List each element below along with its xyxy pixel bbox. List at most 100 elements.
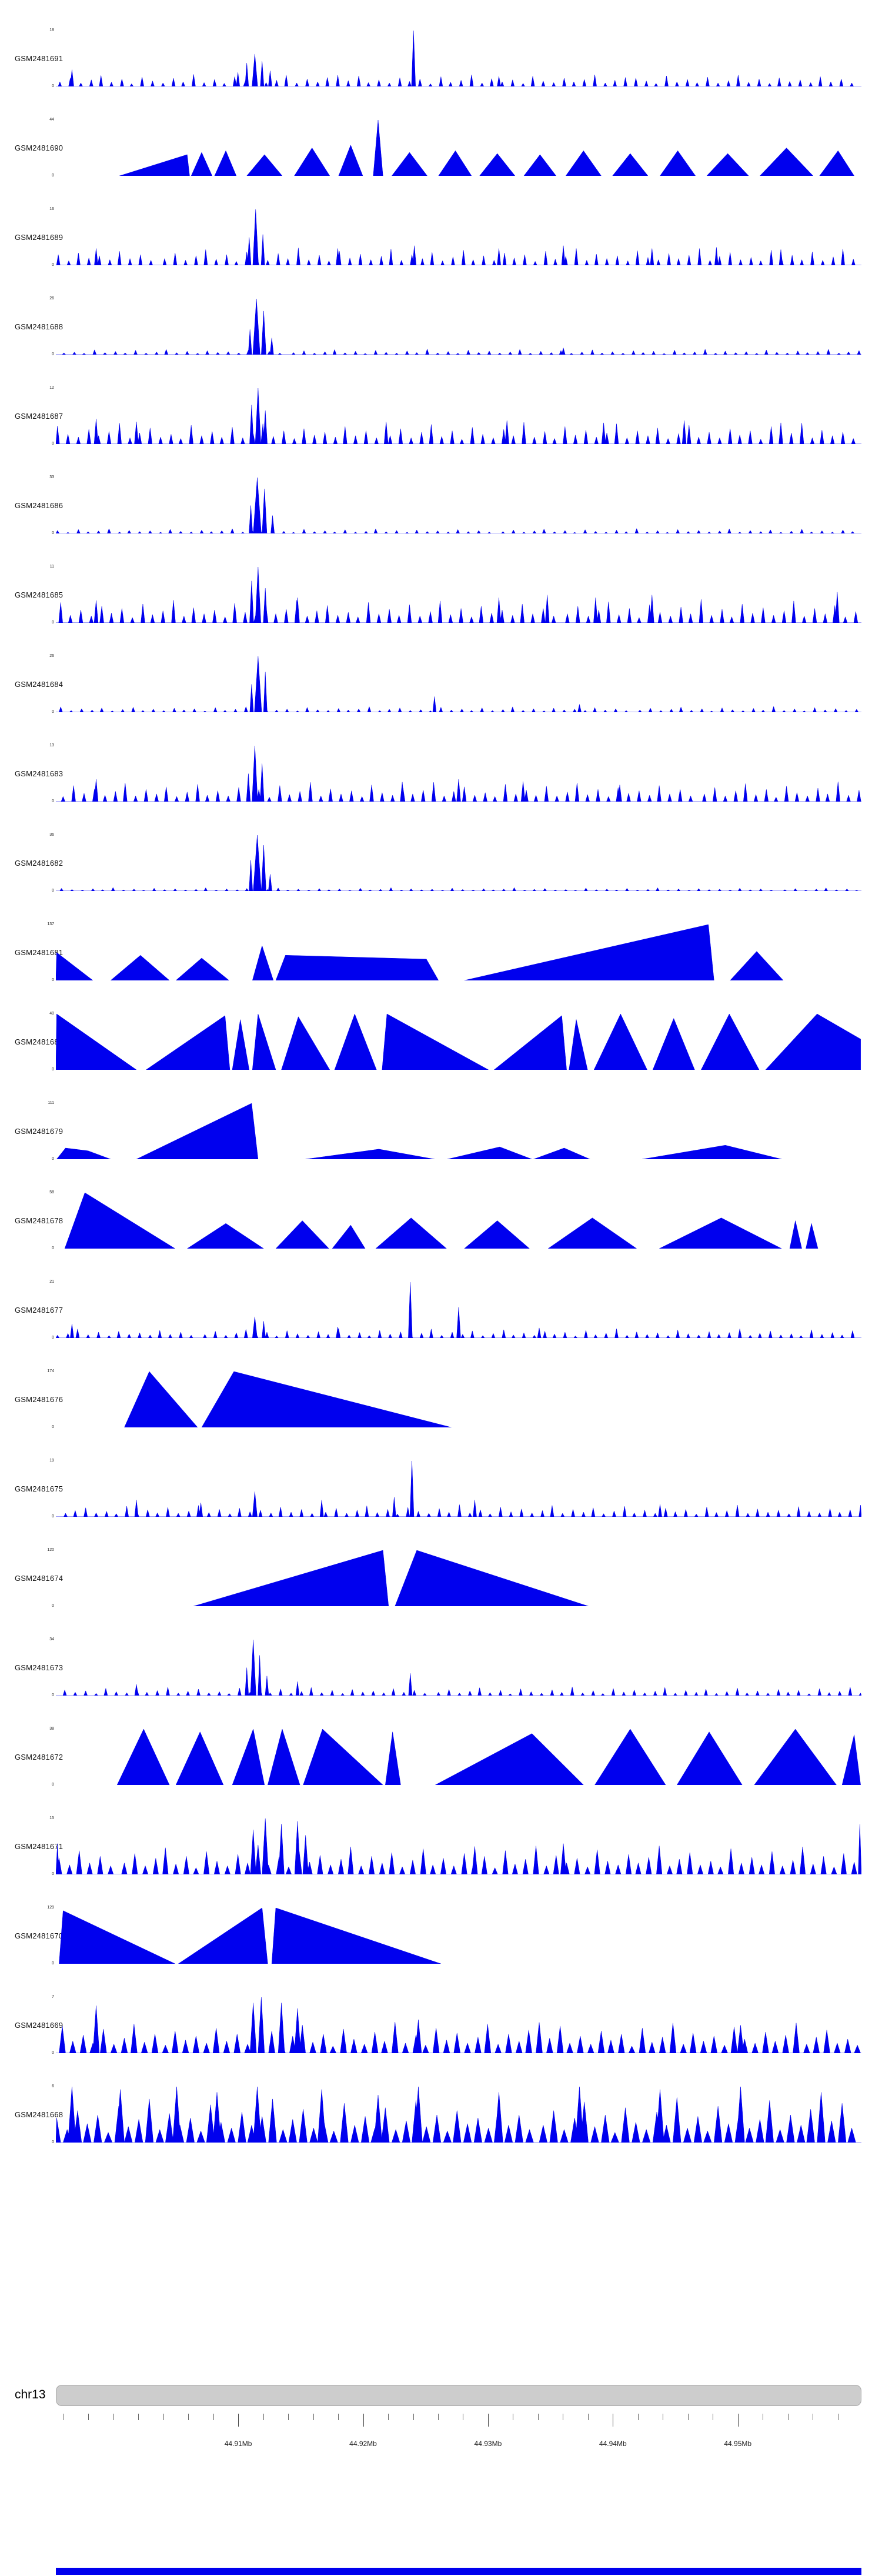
track-row: GSM2481672 38 0 [0, 1711, 882, 1801]
track-row: GSM2481675 19 0 [0, 1443, 882, 1533]
track-plot [56, 835, 861, 891]
track-ymin-label: 0 [52, 1157, 54, 1161]
track-label: GSM2481673 [15, 1663, 64, 1672]
track-ymax-label: 6 [52, 2084, 54, 2088]
coverage-area-chart [56, 1550, 861, 1606]
track-label: GSM2481675 [15, 1484, 64, 1493]
chromosome-row: chr13 [0, 2383, 882, 2408]
track-ymax-label: 15 [49, 1816, 54, 1820]
axis-minor-tick [537, 2414, 539, 2420]
coverage-area-chart [56, 1282, 861, 1338]
track-row: GSM2481677 21 0 [0, 1264, 882, 1354]
track-plot [56, 388, 861, 444]
track-ymax-label: 174 [47, 1369, 54, 1373]
track-plot [56, 1550, 861, 1606]
track-ymin-label: 0 [52, 173, 54, 178]
coverage-area-chart [56, 2087, 861, 2143]
axis-minor-tick [413, 2414, 414, 2420]
track-ymax-label: 58 [49, 1190, 54, 1194]
coverage-area-chart [56, 209, 861, 265]
track-row: GSM2481671 15 0 [0, 1801, 882, 1890]
track-ymax-label: 19 [49, 1459, 54, 1463]
track-label: GSM2481677 [15, 1306, 64, 1314]
axis-minor-tick [313, 2414, 314, 2420]
track-label: GSM2481678 [15, 1216, 64, 1225]
track-plot [56, 1908, 861, 1964]
track-plot [56, 656, 861, 712]
track-plot [56, 925, 861, 980]
track-plot [56, 1103, 861, 1159]
coverage-area-chart [56, 1908, 861, 1964]
track-row: GSM2481690 44 0 [0, 102, 882, 192]
track-plot [56, 1014, 861, 1070]
track-ymax-label: 21 [49, 1280, 54, 1284]
axis-minor-tick [288, 2414, 289, 2420]
axis-tick-label: 44.91Mb [224, 2440, 252, 2448]
track-ymax-label: 120 [47, 1548, 54, 1552]
axis-tick-label: 44.95Mb [724, 2440, 752, 2448]
track-ymin-label: 0 [52, 1604, 54, 1608]
track-label: GSM2481671 [15, 1842, 64, 1851]
track-plot [56, 478, 861, 533]
track-plot [56, 2087, 861, 2143]
track-ymax-label: 7 [52, 1995, 54, 1999]
track-plot [56, 31, 861, 86]
genome-axis: 44.91Mb 44.92Mb 44.93Mb 44.94Mb 44.95Mb [56, 2414, 861, 2458]
axis-minor-tick [587, 2414, 589, 2420]
track-row: GSM2481679 111 0 [0, 1086, 882, 1175]
track-plot [56, 209, 861, 265]
track-label: GSM2481682 [15, 859, 64, 867]
axis-major-tick [737, 2414, 739, 2427]
track-label: GSM2481680 [15, 1037, 64, 1046]
axis-tick-label: 44.93Mb [474, 2440, 502, 2448]
track-row: GSM2481678 58 0 [0, 1175, 882, 1264]
track-ymin-label: 0 [52, 1246, 54, 1250]
track-ymin-label: 0 [52, 1336, 54, 1340]
coverage-area-chart [56, 478, 861, 533]
track-ymin-label: 0 [52, 263, 54, 267]
coverage-area-chart [56, 388, 861, 444]
axis-minor-tick [787, 2414, 789, 2420]
track-row: GSM2481686 33 0 [0, 460, 882, 549]
axis-minor-tick [163, 2414, 164, 2420]
track-label: GSM2481690 [15, 144, 64, 152]
track-label: GSM2481669 [15, 2021, 64, 2030]
track-ymin-label: 0 [52, 1067, 54, 1072]
track-ymin-label: 0 [52, 620, 54, 625]
coverage-area-chart [56, 1729, 861, 1785]
track-ymin-label: 0 [52, 1425, 54, 1429]
track-row: GSM2481681 137 0 [0, 907, 882, 996]
track-label: GSM2481688 [15, 322, 64, 331]
chromosome-label: chr13 [15, 2388, 46, 2401]
axis-minor-tick [263, 2414, 264, 2420]
track-ymin-label: 0 [52, 978, 54, 982]
track-row: GSM2481691 18 0 [0, 13, 882, 102]
track-ymin-label: 0 [52, 710, 54, 714]
coverage-area-chart [56, 567, 861, 623]
track-ymax-label: 44 [49, 118, 54, 122]
track-ymin-label: 0 [52, 1872, 54, 1876]
coverage-area-chart [56, 835, 861, 891]
coverage-area-chart [56, 1461, 861, 1517]
track-label: GSM2481685 [15, 590, 64, 599]
track-label: GSM2481691 [15, 54, 64, 63]
coverage-area-chart [56, 299, 861, 355]
track-ymin-label: 0 [52, 352, 54, 356]
track-ymax-label: 26 [49, 296, 54, 301]
coverage-area-chart [56, 1193, 861, 1249]
track-ymax-label: 34 [49, 1637, 54, 1641]
track-label: GSM2481674 [15, 1574, 64, 1583]
track-ymin-label: 0 [52, 84, 54, 88]
track-plot [56, 1282, 861, 1338]
axis-minor-tick [438, 2414, 439, 2420]
axis-minor-tick [687, 2414, 689, 2420]
track-plot [56, 1729, 861, 1785]
track-plot [56, 120, 861, 176]
axis-minor-tick [388, 2414, 389, 2420]
coverage-area-chart [56, 746, 861, 802]
track-ymin-label: 0 [52, 889, 54, 893]
track-row: GSM2481682 36 0 [0, 817, 882, 907]
track-row: GSM2481680 40 0 [0, 996, 882, 1086]
track-label: GSM2481676 [15, 1395, 64, 1404]
track-ymax-label: 11 [49, 565, 54, 569]
